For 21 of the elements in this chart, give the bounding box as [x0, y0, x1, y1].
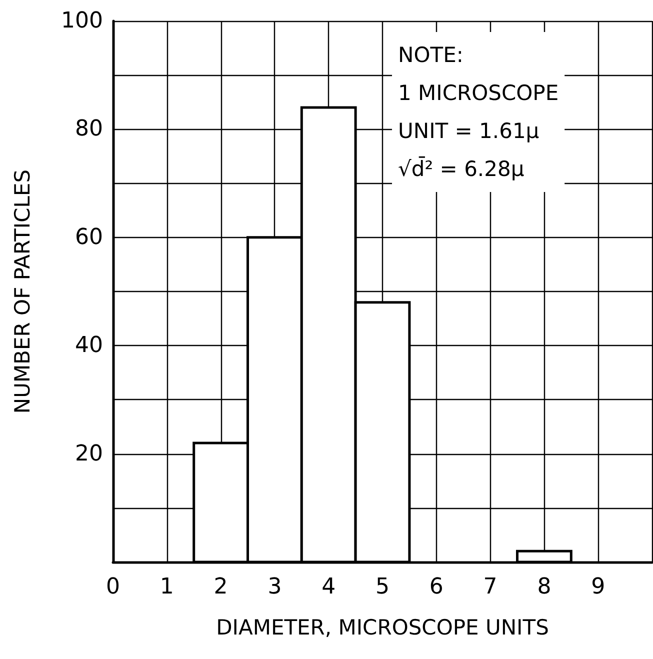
x-tick-label: 1	[160, 574, 174, 600]
y-tick-label: 100	[61, 8, 103, 34]
annotation: UNIT = 1.61μ	[398, 119, 540, 143]
x-tick-label: 8	[537, 574, 552, 600]
annotation: NOTE:	[398, 43, 464, 67]
x-tick-label: 7	[483, 574, 498, 600]
x-tick-label: 9	[591, 574, 606, 600]
x-tick-label: 6	[429, 574, 444, 600]
annotation: 1 MICROSCOPE	[398, 81, 559, 105]
x-tick-label: 3	[268, 574, 282, 600]
y-tick-label: 60	[75, 224, 103, 250]
y-tick-label: 40	[75, 333, 103, 358]
annotation: √d̄² = 6.28μ	[398, 156, 524, 181]
x-tick-label: 0	[106, 574, 120, 600]
y-tick-label: 80	[75, 116, 103, 142]
y-tick-label: 20	[75, 441, 103, 466]
x-tick-label: 2	[214, 574, 228, 600]
y-axis-title: NUMBER OF PARTICLES	[10, 169, 34, 414]
x-axis-title: DIAMETER, MICROSCOPE UNITS	[216, 616, 549, 640]
x-tick-label: 4	[322, 574, 336, 600]
x-tick-label: 5	[376, 574, 390, 600]
